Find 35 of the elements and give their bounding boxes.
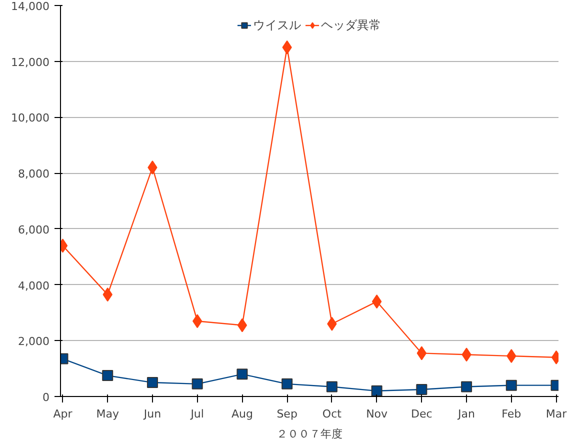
point [461, 381, 472, 392]
y-tick-label: 4,000 [18, 279, 50, 292]
x-tick-label: Oct [322, 408, 342, 420]
x-tick-label: Dec [411, 408, 432, 420]
y-tick-label: 12,000 [11, 56, 50, 69]
y-tick-label: 10,000 [11, 112, 50, 125]
x-tick-label: Sep [276, 408, 298, 420]
y-tick-label: 0 [42, 391, 50, 404]
x-axis-title: ２００７年度 [276, 428, 342, 440]
x-tick-label: May [96, 408, 120, 420]
point [416, 384, 428, 396]
legend-label: ウイスル [253, 16, 301, 34]
point [236, 368, 248, 380]
x-tick-label: Nov [366, 408, 388, 420]
point [192, 378, 203, 390]
y-tick-label: 14,000 [11, 0, 50, 13]
x-tick-label: Jun [142, 408, 162, 420]
x-tick-label: Jul [190, 408, 204, 420]
point [371, 385, 382, 396]
point [237, 318, 248, 332]
point [282, 378, 293, 390]
point [326, 381, 338, 392]
y-tick-label: 8,000 [18, 168, 50, 181]
x-tick-label: Feb [502, 408, 522, 420]
point [102, 370, 114, 382]
point [146, 377, 158, 388]
x-tick-label: Aug [231, 408, 253, 420]
y-tick-label: 6,000 [18, 223, 50, 236]
x-tick-label: Jan [457, 408, 476, 420]
legend-label: ヘッダ異常 [321, 16, 381, 34]
y-tick-label: 2,000 [18, 335, 50, 348]
x-tick-label: Mar [546, 408, 568, 420]
point [372, 294, 382, 309]
x-tick-label: Apr [53, 408, 73, 420]
point [506, 380, 517, 391]
